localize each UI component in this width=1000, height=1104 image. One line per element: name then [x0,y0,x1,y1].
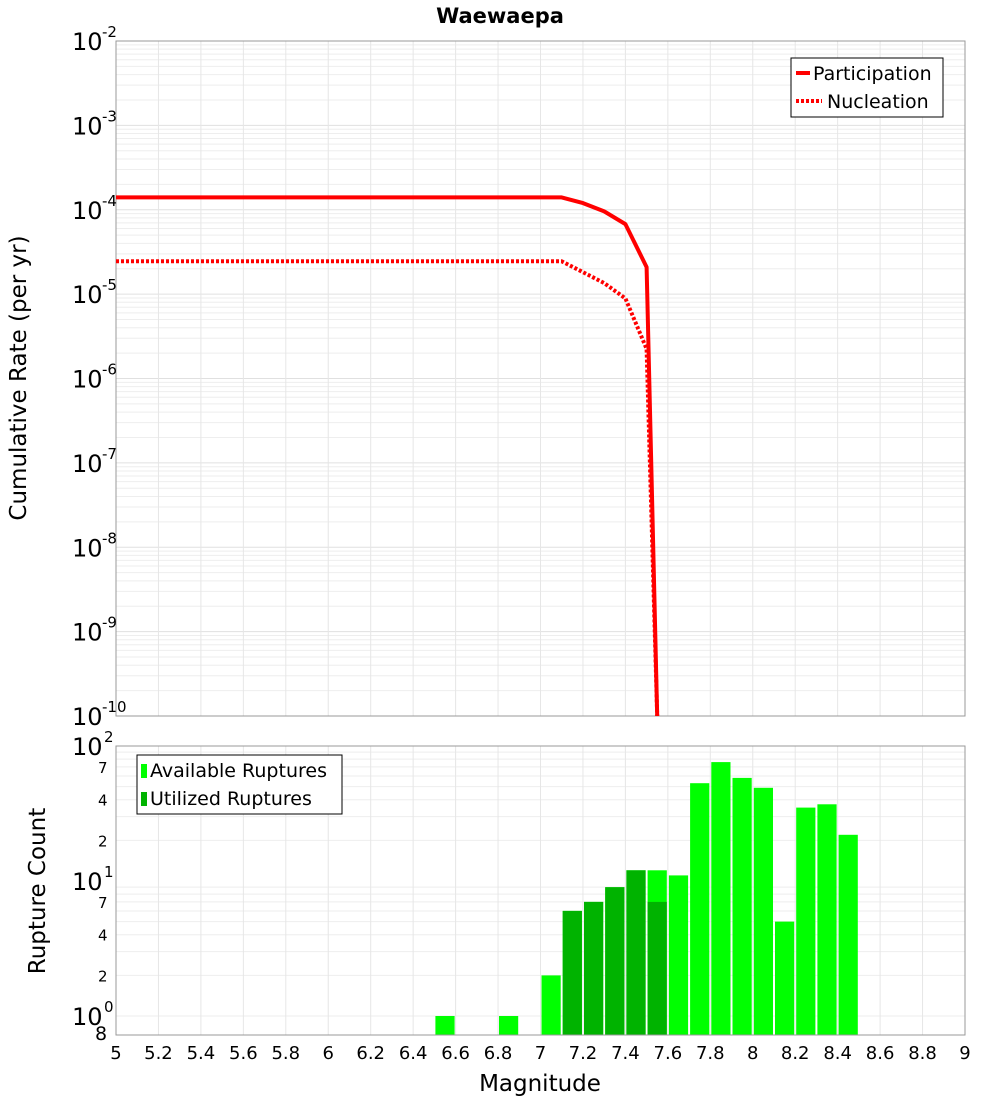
bottom-y-tick-exponent: 1 [104,863,114,881]
bottom-plot-area [115,745,966,1036]
legend-label-nucleation: Nucleation [827,91,929,113]
bar-available [668,875,689,1035]
chart-title: Waewaepa [436,4,564,28]
legend-label-available: Available Ruptures [150,760,327,782]
bar-available [817,804,837,1035]
x-tick-label: 8.4 [823,1043,852,1064]
top-y-tick-exponent: -5 [102,276,117,294]
top-y-tick-label: 10 [72,703,103,731]
x-tick-label: 5.6 [229,1043,258,1064]
legend-swatch-available [141,764,147,778]
x-tick-label: 5.4 [187,1043,216,1064]
bottom-y-tick-exponent: 0 [104,998,114,1016]
top-y-tick-label: 10 [72,366,103,394]
x-tick-label: 5 [110,1043,121,1064]
bottom-legend: Available Ruptures Utilized Ruptures [136,754,343,815]
top-y-tick-label: 10 [72,197,103,225]
x-tick-label: 8.8 [908,1043,937,1064]
bar-utilized [626,870,646,1035]
x-tick-label: 6 [323,1043,334,1064]
legend-label-utilized: Utilized Ruptures [150,788,312,810]
top-y-tick-label: 10 [72,112,103,140]
bottom-y-axis-label: Rupture Count [25,808,51,974]
top-legend-box [790,57,944,118]
bottom-y-minor-tick-label: 4 [98,792,108,810]
bottom-y-minor-tick-label: 7 [98,759,108,777]
top-plot-area [115,40,966,717]
bottom-y-tick-label: 10 [72,733,103,761]
bottom-y-minor-tick-label: 2 [98,967,108,985]
x-tick-label: 5.8 [271,1043,300,1064]
top-y-tick-exponent: -7 [102,445,117,463]
top-legend: Participation Nucleation [790,57,944,118]
top-y-tick-label: 10 [72,450,103,478]
x-tick-label: 8.2 [781,1043,810,1064]
bar-available [753,787,773,1035]
bottom-y-minor-tick-label: 8 [95,1023,107,1045]
top-y-tick-exponent: -4 [102,192,117,210]
x-tick-label: 7 [535,1043,546,1064]
top-y-tick-exponent: -8 [102,529,117,547]
x-tick-label: 8.6 [866,1043,895,1064]
x-tick-label: 9 [959,1043,970,1064]
bottom-y-minor-tick-label: 7 [98,894,108,912]
top-y-tick-exponent: -2 [102,23,117,41]
bar-available [435,1016,455,1035]
bar-utilized [562,910,582,1035]
top-y-axis-ticks: 10-210-310-410-510-610-710-810-910-10 [72,23,127,731]
x-axis-label: Magnitude [479,1071,601,1097]
bar-utilized [647,901,667,1035]
bar-available [711,762,731,1035]
x-tick-label: 6.4 [399,1043,428,1064]
top-y-tick-label: 10 [72,534,103,562]
x-tick-label: 6.2 [356,1043,385,1064]
x-axis-ticks: 5 5.2 5.4 5.6 5.8 6 6.2 6.4 6.6 6.8 7 7.2 7.4 7.6 7.8 8… [110,1043,970,1064]
x-tick-label: 8 [747,1043,758,1064]
bottom-y-tick-label: 10 [72,868,103,896]
x-tick-label: 5.2 [144,1043,173,1064]
bar-available [838,834,858,1035]
top-y-axis-label: Cumulative Rate (per yr) [6,235,32,520]
legend-swatch-utilized [141,792,147,806]
legend-label-participation: Participation [813,63,932,85]
series-line-participation [116,195,660,717]
bar-available [690,783,710,1035]
top-y-tick-exponent: -3 [102,107,117,125]
bottom-bars [435,762,858,1035]
bar-available [796,807,816,1035]
top-series-lines [116,195,660,717]
bar-available [541,975,561,1035]
top-y-tick-exponent: -10 [102,698,127,716]
x-tick-label: 7.2 [569,1043,598,1064]
x-tick-label: 7.6 [654,1043,683,1064]
x-tick-label: 7.8 [696,1043,725,1064]
top-y-tick-label: 10 [72,619,103,647]
bottom-legend-box [136,754,343,815]
top-y-tick-exponent: -9 [102,614,117,632]
bar-utilized [605,887,625,1035]
bar-available [732,777,752,1035]
bottom-y-minor-tick-label: 4 [98,927,108,945]
bar-utilized [584,901,604,1035]
bottom-y-tick-exponent: 2 [104,728,114,746]
top-y-tick-label: 10 [72,28,103,56]
series-line-nucleation [116,259,660,717]
bar-available [499,1016,519,1035]
bottom-y-tick-label: 10 [72,1003,103,1031]
top-y-tick-exponent: -6 [102,361,117,379]
x-tick-label: 6.6 [441,1043,470,1064]
x-tick-label: 7.4 [611,1043,640,1064]
bottom-y-minor-tick-label: 2 [98,832,108,850]
top-plot-grid [115,41,966,717]
x-tick-label: 6.8 [484,1043,513,1064]
bar-available [775,921,795,1035]
top-y-tick-label: 10 [72,281,103,309]
